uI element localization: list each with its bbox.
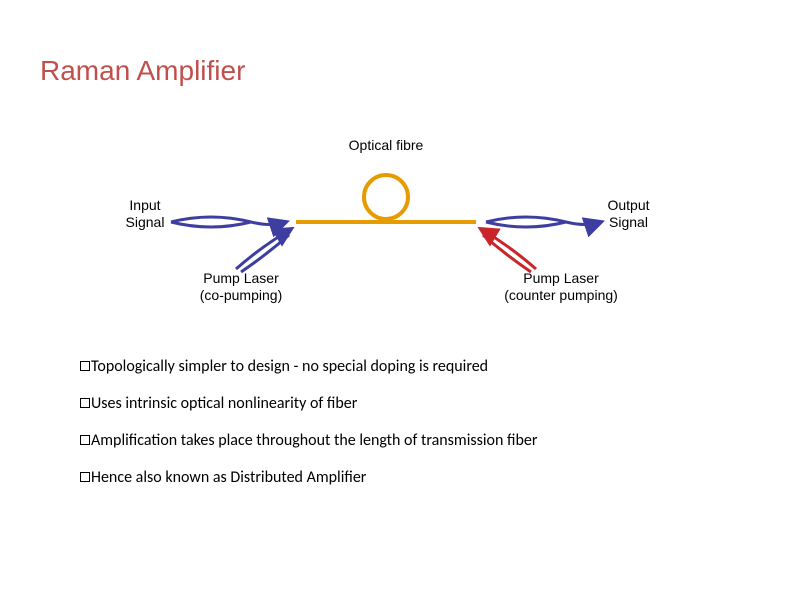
input-signal-arrow xyxy=(171,217,286,225)
pump-co-arrow xyxy=(236,229,291,269)
pump-counter-arrow-2 xyxy=(483,235,531,272)
bullet-text: Hence also known as Distributed Amplifie… xyxy=(91,468,366,487)
pump-counter-arrow xyxy=(481,229,536,269)
bullet-box-icon xyxy=(80,435,90,445)
diagram-svg xyxy=(121,137,651,317)
bullet-item: Uses intrinsic optical nonlinearity of f… xyxy=(80,394,752,413)
pump-co-arrow-2 xyxy=(241,235,289,272)
bullet-text: Amplification takes place throughout the… xyxy=(91,431,537,450)
output-signal-arrow-2 xyxy=(486,222,566,227)
raman-amplifier-diagram: Optical fibre Input Signal Output Signal… xyxy=(121,137,651,317)
bullet-list: Topologically simpler to design - no spe… xyxy=(80,357,752,487)
bullet-text: Topologically simpler to design - no spe… xyxy=(91,357,488,376)
slide-title: Raman Amplifier xyxy=(40,55,752,87)
bullet-item: Hence also known as Distributed Amplifie… xyxy=(80,468,752,487)
bullet-box-icon xyxy=(80,398,90,408)
bullet-box-icon xyxy=(80,472,90,482)
bullet-item: Topologically simpler to design - no spe… xyxy=(80,357,752,376)
input-signal-arrow-2 xyxy=(171,222,251,227)
fibre-coil xyxy=(364,175,408,219)
bullet-box-icon xyxy=(80,361,90,371)
bullet-item: Amplification takes place throughout the… xyxy=(80,431,752,450)
bullet-text: Uses intrinsic optical nonlinearity of f… xyxy=(91,394,357,413)
output-signal-arrow xyxy=(486,217,601,225)
